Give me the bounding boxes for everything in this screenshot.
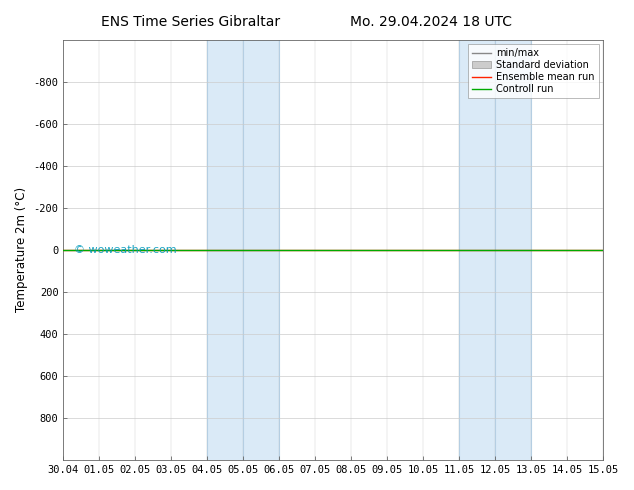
Text: ENS Time Series Gibraltar: ENS Time Series Gibraltar bbox=[101, 15, 280, 29]
Bar bbox=[460, 40, 531, 460]
Bar bbox=[207, 40, 280, 460]
Text: © woweather.com: © woweather.com bbox=[74, 245, 177, 255]
Legend: min/max, Standard deviation, Ensemble mean run, Controll run: min/max, Standard deviation, Ensemble me… bbox=[468, 45, 598, 98]
Text: Mo. 29.04.2024 18 UTC: Mo. 29.04.2024 18 UTC bbox=[350, 15, 512, 29]
Y-axis label: Temperature 2m (°C): Temperature 2m (°C) bbox=[15, 187, 28, 313]
